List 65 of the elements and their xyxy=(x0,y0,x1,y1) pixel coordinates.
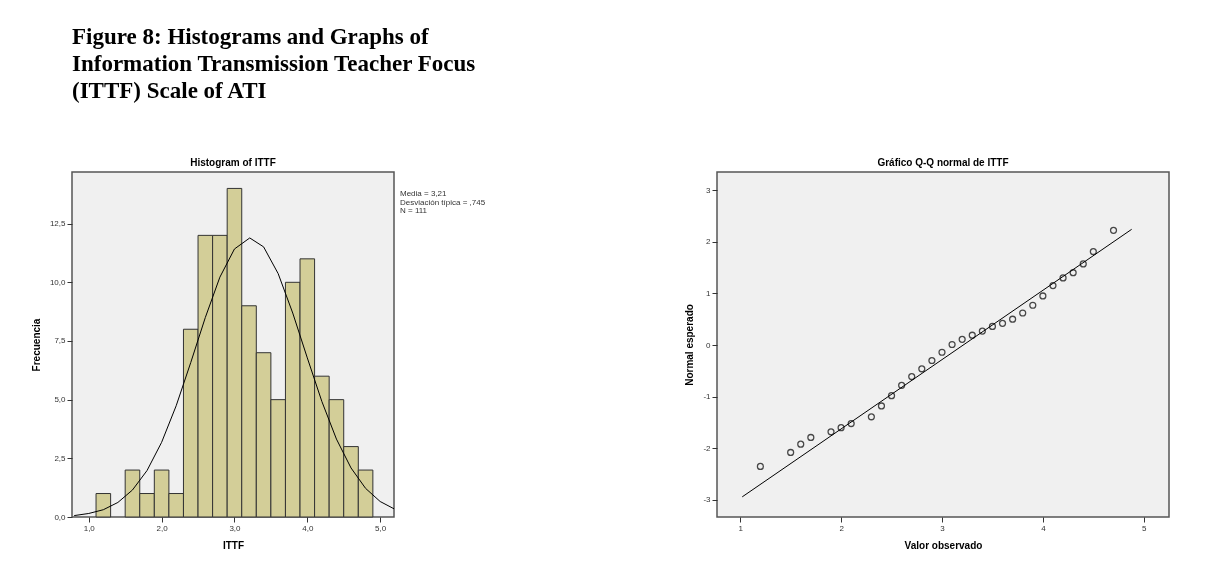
point xyxy=(797,440,805,448)
y-tick-label: 2 xyxy=(706,237,712,247)
point xyxy=(1039,292,1047,300)
x-tick-label: 4 xyxy=(1041,523,1047,533)
y-tick-label: 10,0 xyxy=(49,277,67,287)
point xyxy=(918,365,926,373)
point xyxy=(1009,315,1017,323)
point xyxy=(867,413,875,421)
x-tick-label: 3,0 xyxy=(229,523,242,533)
x-tick-label: 2,0 xyxy=(156,523,169,533)
point xyxy=(938,348,946,356)
y-tick-label: 12,5 xyxy=(49,219,67,229)
point xyxy=(787,448,795,457)
text: Desviación típica = ,745 xyxy=(400,197,486,207)
point xyxy=(1059,274,1067,282)
text: N = 111 xyxy=(400,206,428,215)
point xyxy=(898,381,906,389)
x-tick-label: 5 xyxy=(1142,523,1148,533)
x-axis-title: Valor observado xyxy=(904,539,983,551)
text: Media = 3,21 xyxy=(400,189,448,198)
point xyxy=(1109,226,1118,234)
point xyxy=(756,462,764,470)
x-tick-label: 1,0 xyxy=(83,523,96,533)
point xyxy=(978,327,986,335)
point xyxy=(887,392,896,400)
y-tick-label: -2 xyxy=(703,443,712,453)
point xyxy=(1019,309,1027,317)
line-series xyxy=(73,237,394,517)
y-tick-label: 0,0 xyxy=(54,512,67,522)
point xyxy=(988,322,997,331)
point xyxy=(1069,269,1077,277)
y-tick-label: 3 xyxy=(706,185,712,195)
point xyxy=(877,402,886,410)
point xyxy=(1089,247,1097,256)
point xyxy=(827,428,835,436)
x-tick-label: 3 xyxy=(940,523,946,533)
point xyxy=(958,335,966,343)
point xyxy=(968,331,976,339)
chart-title: Gráfico Q-Q normal de ITTF xyxy=(877,157,1009,168)
y-tick-label: 7,5 xyxy=(54,336,67,346)
x-tick-label: 2 xyxy=(839,523,845,533)
point xyxy=(837,424,845,432)
x-tick-label: 5,0 xyxy=(375,523,387,533)
point xyxy=(1029,301,1037,309)
point xyxy=(1079,260,1087,268)
x-tick-label: 1 xyxy=(738,523,744,533)
y-axis-title: Frecuencia xyxy=(30,318,42,372)
chart-title: Histogram of ITTF xyxy=(190,157,276,168)
y-tick-label: -1 xyxy=(703,392,712,402)
point xyxy=(807,433,815,442)
point xyxy=(928,356,936,365)
point xyxy=(998,319,1007,327)
point xyxy=(1049,282,1057,290)
x-axis-title: ITTF xyxy=(222,539,245,551)
caption: Figure 8: Histograms and Graphs of Information Transmission Teacher Focus (ITTF) Scale of ATI xyxy=(72,24,476,103)
point xyxy=(908,372,916,381)
y-tick-label: -3 xyxy=(703,495,712,505)
x-tick-label: 4,0 xyxy=(302,523,314,533)
point xyxy=(847,419,855,428)
y-tick-label: 2,5 xyxy=(54,453,67,463)
point xyxy=(948,340,956,349)
y-tick-label: 1 xyxy=(706,288,712,298)
y-tick-label: 5,0 xyxy=(54,395,67,405)
y-axis-title: Normal esperado xyxy=(684,304,696,386)
y-tick-label: 0 xyxy=(706,340,712,350)
